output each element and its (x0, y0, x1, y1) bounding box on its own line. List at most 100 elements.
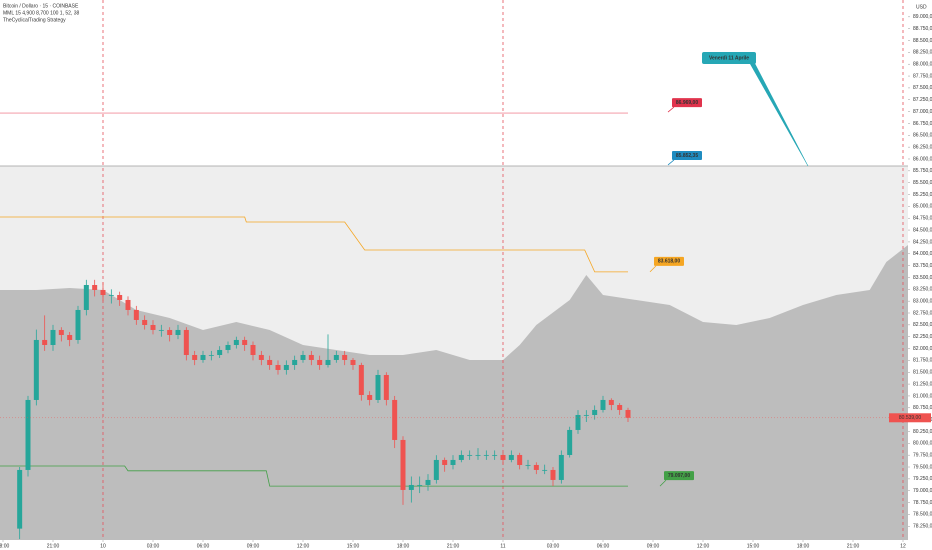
y-tick-label: 81.250,00 (913, 381, 932, 387)
y-tick-label: 84.250,00 (913, 239, 932, 245)
candle-body (375, 374, 381, 400)
y-tick-label: 84.750,00 (913, 216, 932, 222)
y-tick-label: 83.500,00 (913, 275, 932, 281)
x-tick-label: 11 (500, 543, 505, 549)
candle-body (517, 454, 523, 465)
candle-body (125, 299, 131, 310)
indicator-label: MML 15 4,900 8,700 100 1, 52, 38 (3, 10, 79, 16)
candle-body (525, 464, 531, 466)
candle-body (208, 354, 214, 356)
x-tick-label: 03:00 (147, 543, 160, 549)
candle-body (225, 344, 231, 350)
y-tick-label: 88.250,00 (913, 50, 932, 56)
x-tick-label: 03:00 (547, 543, 560, 549)
x-tick-label: 21:00 (447, 543, 460, 549)
candle-body (217, 349, 223, 355)
y-tick-label: 85.500,00 (913, 180, 932, 186)
y-tick-label: 87.000,00 (913, 109, 932, 115)
candle-body (108, 294, 114, 296)
chart-title: Bitcoin / Dollaro · 15 · COINBASE (3, 3, 79, 9)
candle-body (58, 329, 64, 335)
indicator-line (0, 465, 628, 487)
candle-body (500, 454, 506, 460)
candle-body (400, 439, 406, 490)
last-price-box (889, 413, 931, 423)
candle-body (25, 399, 31, 470)
level-label-box (672, 98, 702, 108)
candle-body (275, 364, 281, 370)
candle-body (508, 454, 514, 460)
x-tick-label: 09:00 (247, 543, 260, 549)
candle-body (483, 454, 489, 456)
candle-body (300, 354, 306, 360)
axes: 18:00 21:00 10 03:00 06:00 09:00 12:00 15:00 18:… (0, 14, 932, 549)
y-tick-label: 79.000,00 (913, 488, 932, 494)
candle-body (333, 354, 339, 360)
x-tick-label: 21:00 (847, 543, 860, 549)
candle-body (458, 454, 464, 460)
y-tick-label: 81.750,00 (913, 358, 932, 364)
y-tick-label: 86.750,00 (913, 121, 932, 127)
candle-body (600, 399, 606, 410)
y-tick-label: 85.750,00 (913, 168, 932, 174)
candle-body (33, 339, 39, 400)
candle-body (383, 374, 389, 400)
candle-body (492, 454, 498, 456)
candle-body (350, 359, 356, 365)
candle-body (317, 359, 323, 365)
y-tick-label: 85.000,00 (913, 204, 932, 210)
level-connector (667, 106, 675, 113)
level-label: 86.969,00 (676, 100, 698, 106)
y-tick-label: 79.250,00 (913, 476, 932, 482)
x-tick-label: 21:00 (47, 543, 60, 549)
line-label-connector (649, 265, 657, 273)
x-tick-label: 09:00 (647, 543, 660, 549)
y-tick-label: 82.000,00 (913, 346, 932, 352)
candle-body (617, 404, 623, 410)
y-tick-label: 82.250,00 (913, 334, 932, 340)
y-tick-label: 86.000,00 (913, 156, 932, 162)
indicator-label: TheCyclicalTrading Strategy (3, 17, 66, 23)
plot-area: 86.969,00 85.852,35 83.618,00 79.097,00 Vene… (0, 0, 908, 541)
candle-body (325, 359, 331, 365)
price-axis (908, 0, 932, 550)
y-tick-label: 87.250,00 (913, 97, 932, 103)
y-tick-label: 81.500,00 (913, 370, 932, 376)
y-tick-label: 83.000,00 (913, 298, 932, 304)
y-tick-label: 84.500,00 (913, 227, 932, 233)
line-label: 83.618,00 (658, 259, 680, 265)
y-tick-label: 86.250,00 (913, 144, 932, 150)
y-tick-label: 88.000,00 (913, 62, 932, 68)
y-tick-label: 84.000,00 (913, 251, 932, 257)
y-tick-label: 82.500,00 (913, 322, 932, 328)
x-tick-label: 06:00 (597, 543, 610, 549)
x-tick-label: 12:00 (297, 543, 310, 549)
x-tick-label: 18:00 (0, 543, 9, 549)
level-label: 85.852,35 (676, 153, 698, 159)
candle-body (175, 329, 181, 335)
x-tick-label: 10 (100, 543, 106, 549)
candle-body (167, 329, 173, 335)
candle-body (258, 354, 264, 360)
x-tick-label: 06:00 (197, 543, 210, 549)
x-tick-label: 15:00 (347, 543, 360, 549)
y-tick-label: 87.500,00 (913, 85, 932, 91)
y-tick-label: 88.750,00 (913, 26, 932, 32)
candle-body (92, 284, 98, 290)
candle-body (467, 454, 473, 456)
candle-body (233, 339, 239, 345)
candle-body (342, 354, 348, 360)
candle-body (142, 319, 148, 325)
candle-body (250, 344, 256, 355)
y-tick-label: 89.000,00 (913, 14, 932, 20)
candle-body (67, 334, 73, 340)
y-tick-label: 78.750,00 (913, 500, 932, 506)
y-tick-label: 88.500,00 (913, 38, 932, 44)
y-tick-label: 79.750,00 (913, 453, 932, 459)
candle-body (425, 479, 431, 485)
candle-body (442, 459, 448, 465)
candle-body (308, 354, 314, 360)
candle-body (17, 469, 23, 529)
candle-body (83, 284, 89, 310)
